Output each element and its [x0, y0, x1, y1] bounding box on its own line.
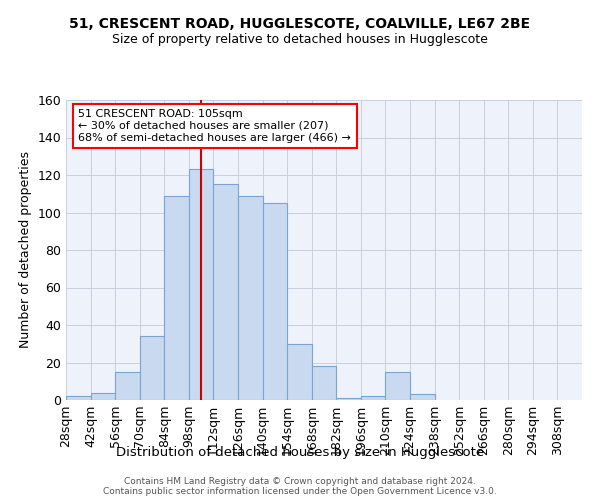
Text: Distribution of detached houses by size in Hugglescote: Distribution of detached houses by size … [116, 446, 484, 459]
Bar [164, 196, 189, 400]
Y-axis label: Number of detached properties: Number of detached properties [19, 152, 32, 348]
Bar [287, 344, 312, 400]
Text: Contains public sector information licensed under the Open Government Licence v3: Contains public sector information licen… [103, 486, 497, 496]
Bar [361, 396, 385, 400]
Text: Contains HM Land Registry data © Crown copyright and database right 2024.: Contains HM Land Registry data © Crown c… [124, 476, 476, 486]
Bar [410, 394, 434, 400]
Bar [66, 396, 91, 400]
Text: 51 CRESCENT ROAD: 105sqm
← 30% of detached houses are smaller (207)
68% of semi-: 51 CRESCENT ROAD: 105sqm ← 30% of detach… [78, 110, 351, 142]
Bar [312, 366, 336, 400]
Bar [91, 392, 115, 400]
Bar [263, 203, 287, 400]
Bar [189, 170, 214, 400]
Bar [115, 372, 140, 400]
Bar [336, 398, 361, 400]
Text: Size of property relative to detached houses in Hugglescote: Size of property relative to detached ho… [112, 32, 488, 46]
Bar [140, 336, 164, 400]
Bar [385, 372, 410, 400]
Bar [238, 196, 263, 400]
Bar [214, 184, 238, 400]
Text: 51, CRESCENT ROAD, HUGGLESCOTE, COALVILLE, LE67 2BE: 51, CRESCENT ROAD, HUGGLESCOTE, COALVILL… [70, 18, 530, 32]
